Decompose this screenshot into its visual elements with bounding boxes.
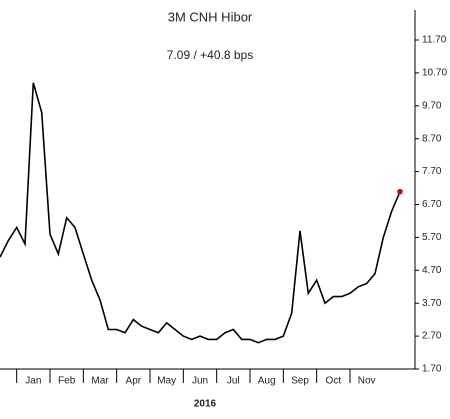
x-axis-label: 2016 [194,399,217,410]
y-tick-label: 7.70 [422,166,442,177]
y-tick-label: 3.70 [422,298,442,309]
x-tick-label: Oct [326,376,342,387]
y-tick-label: 4.70 [422,265,442,276]
x-tick-label: Jul [227,376,240,387]
y-tick-label: 10.70 [422,68,447,79]
y-tick-label: 11.70 [422,35,447,46]
x-tick-label: Nov [358,376,376,387]
x-tick-label: Feb [58,376,76,387]
y-tick-label: 9.70 [422,100,442,111]
y-tick-label: 6.70 [422,199,442,210]
y-tick-label: 1.70 [422,364,442,375]
x-tick-label: Sep [291,376,309,387]
y-tick-label: 5.70 [422,232,442,243]
y-tick-label: 2.70 [422,331,442,342]
x-tick-label: Aug [258,376,276,387]
last-point [397,188,403,195]
y-tick-label: 8.70 [422,133,442,144]
x-tick-label: Apr [126,376,142,387]
data-line [0,82,401,344]
chart-subtitle: 7.09 / +40.8 bps [167,48,253,62]
x-tick-label: Jan [25,376,41,387]
x-tick-label: Mar [91,376,109,387]
x-tick-label: May [157,376,176,387]
x-tick-label: Jun [192,376,208,387]
chart-title: 3M CNH Hibor [168,9,253,24]
